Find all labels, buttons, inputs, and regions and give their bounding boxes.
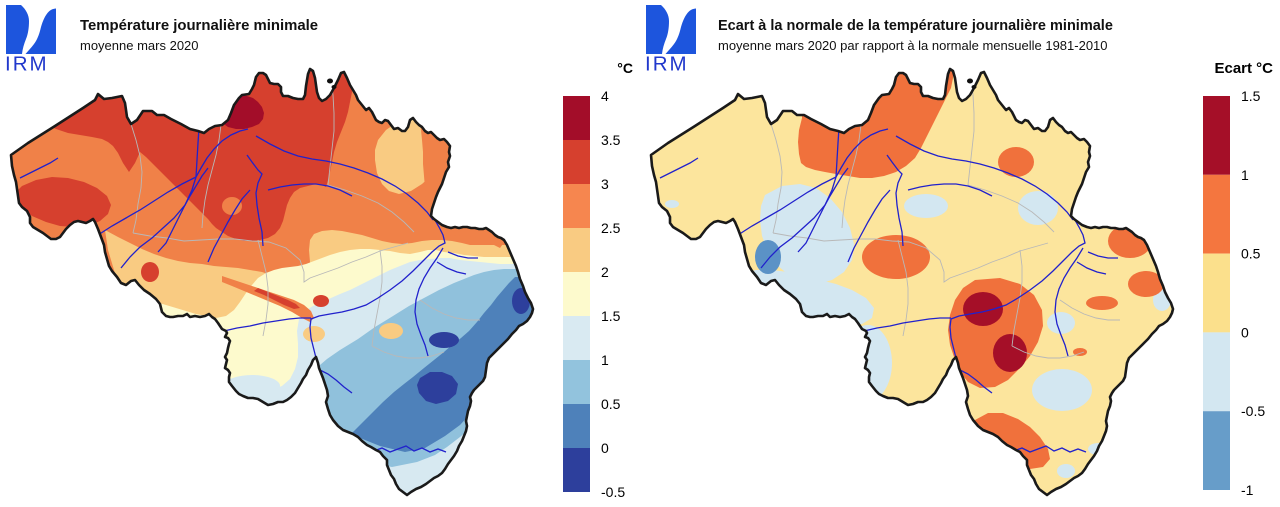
svg-text:-1: -1: [1241, 482, 1254, 498]
svg-text:2.5: 2.5: [601, 220, 621, 236]
svg-text:0.5: 0.5: [1241, 246, 1261, 262]
svg-text:Température journalière minima: Température journalière minimale: [80, 18, 318, 34]
svg-text:1.5: 1.5: [601, 308, 621, 324]
svg-text:2: 2: [601, 264, 609, 280]
svg-text:IRM: IRM: [645, 53, 689, 76]
svg-text:0.5: 0.5: [601, 396, 621, 412]
svg-text:Ecart °C: Ecart °C: [1214, 60, 1273, 77]
svg-text:-0.5: -0.5: [601, 484, 625, 500]
svg-text:IRM: IRM: [5, 53, 49, 76]
svg-text:-0.5: -0.5: [1241, 403, 1265, 419]
svg-text:1.5: 1.5: [1241, 88, 1261, 104]
svg-text:Ecart à la normale de la tempé: Ecart à la normale de la température jou…: [718, 18, 1113, 34]
svg-text:0: 0: [1241, 324, 1249, 340]
svg-text:1: 1: [601, 352, 609, 368]
svg-text:moyenne mars 2020: moyenne mars 2020: [80, 38, 199, 53]
svg-text:°C: °C: [617, 60, 633, 76]
svg-text:4: 4: [601, 88, 609, 104]
svg-text:0: 0: [601, 440, 609, 456]
svg-text:3: 3: [601, 176, 609, 192]
svg-text:moyenne mars 2020 par rapport: moyenne mars 2020 par rapport à la norma…: [718, 38, 1108, 53]
svg-text:1: 1: [1241, 167, 1249, 183]
svg-text:3.5: 3.5: [601, 132, 621, 148]
